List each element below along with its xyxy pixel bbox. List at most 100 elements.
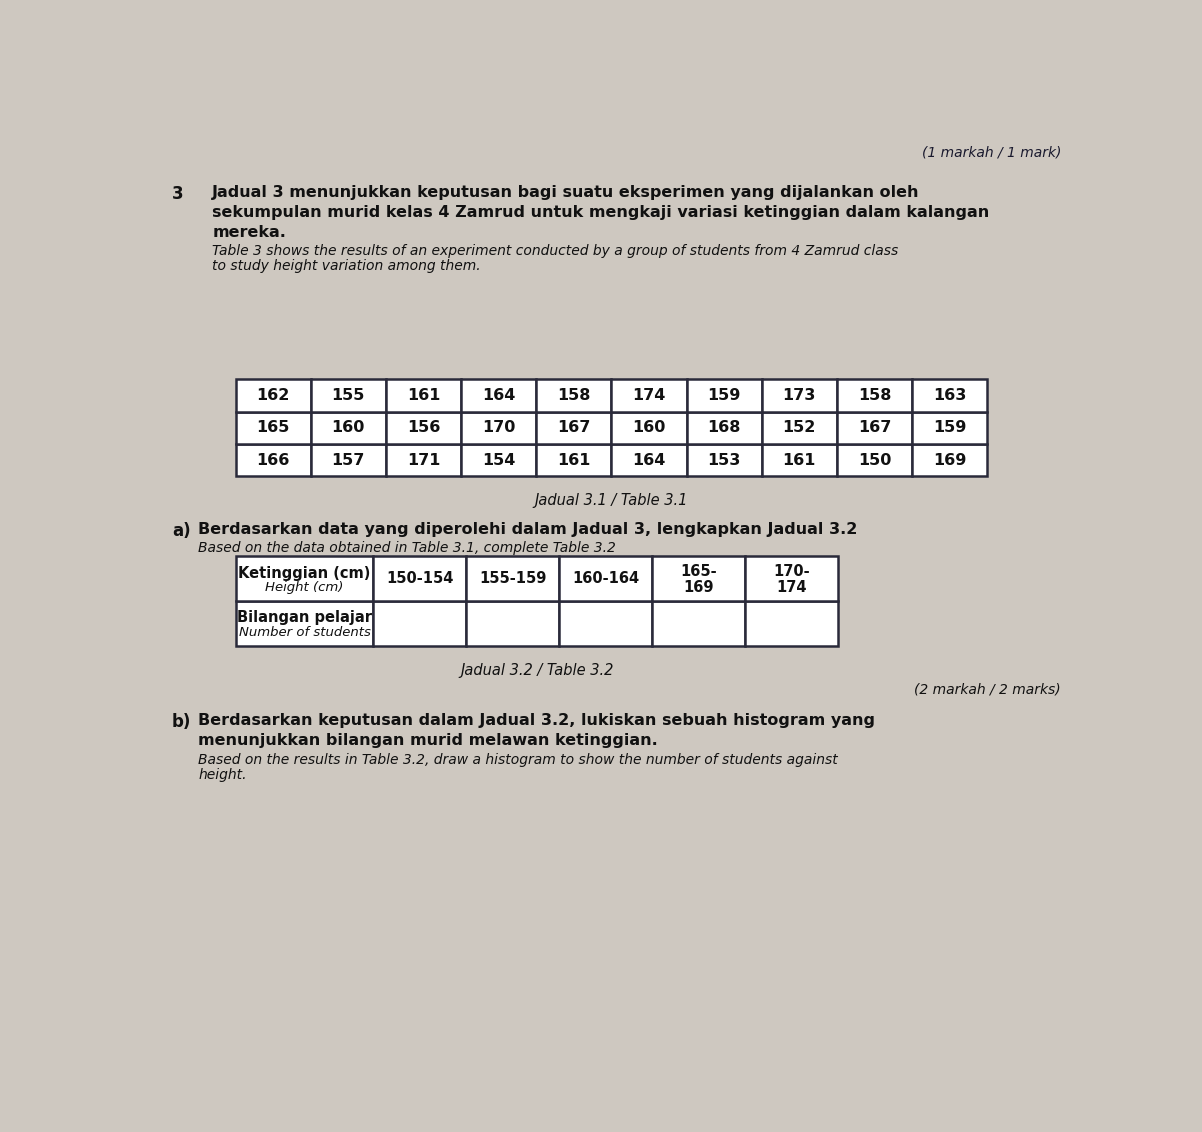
Text: 167: 167 <box>858 420 891 435</box>
Bar <box>653 601 745 645</box>
Text: 171: 171 <box>406 453 440 468</box>
Bar <box>310 379 386 412</box>
Text: a): a) <box>172 522 191 540</box>
Bar <box>462 444 536 477</box>
Text: (1 markah / 1 mark): (1 markah / 1 mark) <box>922 145 1061 160</box>
Text: 154: 154 <box>482 453 516 468</box>
Bar <box>236 556 374 601</box>
Text: 174: 174 <box>776 580 808 595</box>
Text: 152: 152 <box>783 420 816 435</box>
Text: 158: 158 <box>858 388 891 403</box>
Bar <box>374 556 466 601</box>
Bar <box>912 444 987 477</box>
Text: Ketinggian (cm): Ketinggian (cm) <box>238 566 370 581</box>
Bar <box>462 379 536 412</box>
Text: 162: 162 <box>256 388 290 403</box>
Bar <box>837 379 912 412</box>
Text: 170: 170 <box>482 420 516 435</box>
Text: 161: 161 <box>406 388 440 403</box>
Text: 164: 164 <box>482 388 516 403</box>
Text: height.: height. <box>198 767 246 782</box>
Bar <box>536 412 612 444</box>
Text: 169: 169 <box>933 453 966 468</box>
Bar <box>310 444 386 477</box>
Bar <box>686 379 762 412</box>
Bar <box>236 379 310 412</box>
Bar <box>612 444 686 477</box>
Bar <box>762 444 837 477</box>
Text: 157: 157 <box>332 453 365 468</box>
Text: 173: 173 <box>783 388 816 403</box>
Text: Berdasarkan keputusan dalam Jadual 3.2, lukiskan sebuah histogram yang: Berdasarkan keputusan dalam Jadual 3.2, … <box>198 712 875 728</box>
Bar <box>612 412 686 444</box>
Bar <box>236 601 374 645</box>
Bar <box>386 379 462 412</box>
Text: 153: 153 <box>708 453 740 468</box>
Text: 167: 167 <box>557 420 590 435</box>
Bar <box>686 412 762 444</box>
Bar <box>236 412 310 444</box>
Bar <box>686 444 762 477</box>
Bar <box>745 556 839 601</box>
Text: Based on the data obtained in Table 3.1, complete Table 3.2: Based on the data obtained in Table 3.1,… <box>198 541 617 555</box>
Text: Bilangan pelajar: Bilangan pelajar <box>237 610 371 625</box>
Bar <box>559 556 653 601</box>
Text: sekumpulan murid kelas 4 Zamrud untuk mengkaji variasi ketinggian dalam kalangan: sekumpulan murid kelas 4 Zamrud untuk me… <box>213 205 989 220</box>
Text: 160: 160 <box>632 420 666 435</box>
Text: Number of students: Number of students <box>238 626 370 638</box>
Bar <box>386 444 462 477</box>
Bar <box>745 601 839 645</box>
Text: Table 3 shows the results of an experiment conducted by a group of students from: Table 3 shows the results of an experime… <box>213 243 899 258</box>
Bar <box>653 556 745 601</box>
Text: 168: 168 <box>708 420 740 435</box>
Text: 159: 159 <box>708 388 740 403</box>
Text: 150: 150 <box>858 453 891 468</box>
Text: menunjukkan bilangan murid melawan ketinggian.: menunjukkan bilangan murid melawan ketin… <box>198 732 657 747</box>
Bar <box>559 601 653 645</box>
Text: b): b) <box>172 712 191 730</box>
Text: 161: 161 <box>783 453 816 468</box>
Text: 158: 158 <box>557 388 590 403</box>
Bar <box>612 379 686 412</box>
Text: 161: 161 <box>557 453 590 468</box>
Text: 155-159: 155-159 <box>480 571 547 586</box>
Text: (2 markah / 2 marks): (2 markah / 2 marks) <box>915 683 1061 696</box>
Text: 160-164: 160-164 <box>572 571 639 586</box>
Text: 150-154: 150-154 <box>386 571 453 586</box>
Text: 164: 164 <box>632 453 666 468</box>
Bar <box>466 556 559 601</box>
Bar <box>236 444 310 477</box>
Text: 165-: 165- <box>680 565 718 580</box>
Bar <box>762 412 837 444</box>
Text: Based on the results in Table 3.2, draw a histogram to show the number of studen: Based on the results in Table 3.2, draw … <box>198 753 838 766</box>
Bar <box>837 444 912 477</box>
Text: 165: 165 <box>256 420 290 435</box>
Bar <box>462 412 536 444</box>
Bar <box>536 444 612 477</box>
Bar <box>912 412 987 444</box>
Bar <box>466 601 559 645</box>
Bar <box>536 379 612 412</box>
Bar <box>374 601 466 645</box>
Bar <box>837 412 912 444</box>
Text: 156: 156 <box>406 420 440 435</box>
Text: 169: 169 <box>684 580 714 595</box>
Text: 166: 166 <box>256 453 290 468</box>
Bar <box>386 412 462 444</box>
Text: Height (cm): Height (cm) <box>266 581 344 594</box>
Text: mereka.: mereka. <box>213 225 286 240</box>
Text: Jadual 3.1 / Table 3.1: Jadual 3.1 / Table 3.1 <box>535 494 688 508</box>
Bar <box>762 379 837 412</box>
Text: 160: 160 <box>332 420 365 435</box>
Bar <box>912 379 987 412</box>
Bar <box>310 412 386 444</box>
Text: Jadual 3 menunjukkan keputusan bagi suatu eksperimen yang dijalankan oleh: Jadual 3 menunjukkan keputusan bagi suat… <box>213 186 920 200</box>
Text: 3: 3 <box>172 186 184 203</box>
Text: 174: 174 <box>632 388 666 403</box>
Text: Berdasarkan data yang diperolehi dalam Jadual 3, lengkapkan Jadual 3.2: Berdasarkan data yang diperolehi dalam J… <box>198 522 858 538</box>
Text: Jadual 3.2 / Table 3.2: Jadual 3.2 / Table 3.2 <box>460 662 614 678</box>
Text: 159: 159 <box>933 420 966 435</box>
Text: 163: 163 <box>933 388 966 403</box>
Text: 155: 155 <box>332 388 365 403</box>
Text: 170-: 170- <box>774 565 810 580</box>
